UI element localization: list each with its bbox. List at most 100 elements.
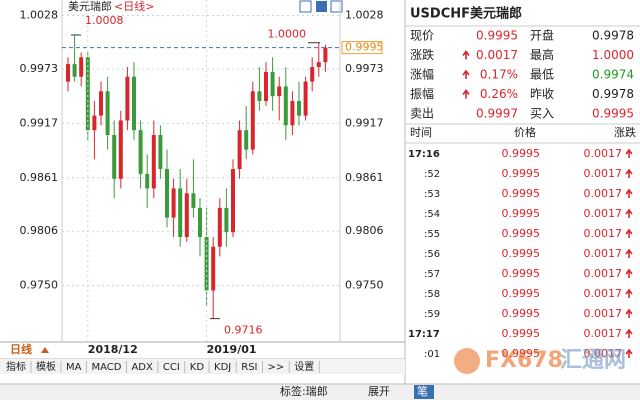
quote-value: 0.9997 [476, 107, 518, 121]
candle-body [138, 130, 143, 174]
candle-body [283, 86, 288, 126]
tick-time: :52 [424, 169, 440, 180]
icon[interactable] [299, 0, 312, 13]
candle-body [290, 101, 295, 126]
toolbar-tab[interactable]: ADX [131, 362, 153, 373]
up-arrow [625, 268, 633, 278]
x-tick-label: 2019/01 [207, 343, 257, 356]
quote-label: 开盘 [530, 28, 554, 43]
candle-body [237, 130, 242, 170]
tick-price: 0.9995 [502, 227, 541, 240]
tick-price: 0.9995 [502, 207, 541, 220]
candle-body [132, 76, 136, 131]
candle-body [257, 91, 262, 102]
up-arrow [625, 208, 633, 218]
y-tick-label-right: 0.9750 [345, 279, 384, 292]
candle-body [270, 71, 275, 97]
candle-body [217, 207, 222, 247]
quote-value: 0.9978 [592, 87, 634, 101]
tag-label: 标签:瑞郎 [280, 384, 328, 398]
y-tick-label-right: 0.9973 [345, 62, 384, 75]
tick-time: :56 [424, 249, 440, 260]
candle-body [316, 62, 321, 68]
up-arrow [462, 89, 470, 99]
tick-time: :54 [424, 209, 440, 220]
candle-body [204, 237, 209, 291]
tick-time: :59 [424, 309, 440, 320]
table-header: 涨跌 [614, 125, 636, 139]
toolbar-tab[interactable]: KD [190, 362, 205, 373]
candle-body [250, 91, 255, 150]
period-button[interactable]: 日线 [10, 342, 32, 356]
candle-body [112, 135, 117, 179]
icon[interactable] [316, 1, 327, 12]
up-arrow [462, 50, 470, 60]
candle-body [264, 71, 268, 102]
candle-body [191, 193, 196, 208]
toolbar-tab[interactable]: 设置 [294, 361, 314, 373]
toolbar-tab[interactable]: 指标 [6, 360, 26, 373]
tick-price: 0.9995 [502, 347, 541, 360]
y-tick-label: 0.9973 [20, 62, 59, 75]
up-arrow [625, 188, 633, 198]
quote-value: 0.9974 [592, 68, 634, 82]
candle-body [184, 193, 189, 238]
pen-button[interactable]: 笔 [417, 384, 428, 398]
tick-change: 0.0017 [584, 307, 623, 320]
toolbar-tab[interactable]: RSI [241, 362, 257, 373]
toolbar-tab[interactable]: CCI [163, 362, 180, 373]
quote-label: 昨收 [530, 87, 554, 101]
candle-body [198, 207, 202, 238]
toolbar-tab[interactable]: KDJ [214, 362, 231, 373]
tick-change: 0.0017 [584, 347, 623, 360]
candle-body [105, 91, 110, 136]
quote-value: 0.0017 [476, 48, 518, 62]
candle-body [224, 207, 229, 233]
candle-body [99, 91, 103, 116]
candle-body [85, 57, 90, 131]
last-price-label: 0.9995 [345, 41, 384, 54]
toolbar-tab[interactable]: >> [268, 362, 285, 373]
candle-body [297, 101, 301, 116]
y-tick-label-right: 1.0028 [345, 9, 384, 22]
tick-price: 0.9995 [502, 307, 541, 320]
quote-label: 卖出 [410, 107, 434, 121]
quote-value: 1.0000 [592, 48, 634, 62]
quote-label: 买入 [530, 107, 554, 121]
tick-price: 0.9995 [502, 287, 541, 300]
expand-button[interactable]: 展开 [368, 385, 390, 398]
quote-value: 0.9995 [592, 107, 634, 121]
candle-body [118, 120, 123, 179]
icon[interactable] [330, 0, 343, 13]
quote-label: 现价 [410, 29, 434, 43]
tick-price: 0.9995 [502, 267, 541, 280]
y-tick-label: 0.9861 [20, 171, 59, 184]
tick-time: :01 [424, 349, 440, 360]
candle-body [310, 67, 315, 82]
y-tick-label-right: 0.9917 [345, 116, 384, 129]
last-price-box [341, 41, 383, 55]
up-arrow [625, 148, 633, 158]
candle-body [145, 173, 150, 189]
tick-price: 0.9995 [502, 147, 541, 160]
up-arrow [625, 168, 633, 178]
pen-button-bg[interactable] [414, 385, 434, 399]
toolbar-tab[interactable]: MACD [91, 362, 121, 373]
toolbar-tab[interactable]: 模板 [36, 360, 56, 373]
candle-body [151, 135, 156, 189]
chart-period[interactable]: <日线> [114, 0, 154, 13]
candle-body [66, 64, 70, 82]
candle-body [323, 47, 328, 63]
tick-time: :58 [424, 289, 440, 300]
dropdown-arrow[interactable] [41, 347, 49, 353]
quote-name: 美元瑞郎 [470, 6, 522, 22]
quote-label: 最低 [530, 68, 554, 82]
toolbar-tab[interactable]: MA [66, 362, 82, 373]
y-tick-label-right: 0.9806 [345, 224, 384, 237]
toolbar [0, 359, 405, 374]
status-bar [0, 384, 640, 400]
table-header: 时间 [410, 126, 432, 139]
quote-label: 振幅 [410, 86, 434, 101]
tick-change: 0.0017 [584, 287, 623, 300]
